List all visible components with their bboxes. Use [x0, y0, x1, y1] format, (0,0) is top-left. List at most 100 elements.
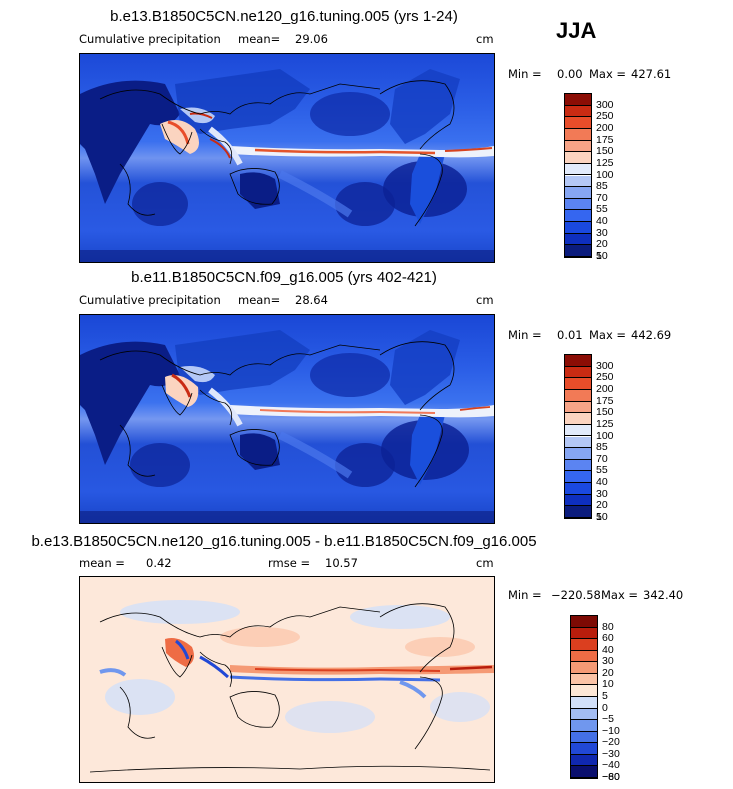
- panel-3-units: cm: [476, 556, 494, 570]
- colorbar-tick-label: 30: [596, 226, 608, 239]
- colorbar-swatch: [565, 424, 591, 437]
- colorbar-swatch: [571, 616, 597, 628]
- season-label: JJA: [556, 18, 597, 43]
- colorbar-tick-label: −60: [602, 771, 620, 783]
- colorbar-swatch: [571, 685, 597, 697]
- colorbar-tick-label: 125: [596, 156, 614, 169]
- colorbar-swatch: [565, 163, 591, 176]
- colorbar-swatch: [565, 128, 591, 141]
- colorbar-tick-label: 20: [596, 499, 608, 512]
- panel-3-mean-value: 0.42: [146, 556, 172, 570]
- panel-3-max-value: 342.40: [643, 588, 684, 602]
- panel-3-max-label: Max =: [601, 588, 639, 602]
- panel-3-map-svg: [80, 577, 494, 782]
- colorbar-tick-label: 80: [602, 620, 614, 633]
- colorbar-swatch: [565, 471, 591, 484]
- colorbar-tick-label: 100: [596, 168, 614, 181]
- panel-2-units: cm: [476, 293, 494, 307]
- colorbar-swatch: [565, 483, 591, 495]
- colorbar-tick-label: 125: [596, 417, 614, 430]
- colorbar-swatch: [571, 720, 597, 732]
- panel-2-max-value: 442.69: [631, 328, 672, 342]
- panel-3-colorbar: [570, 615, 598, 779]
- panel-3-title: b.e13.B1850C5CN.ne120_g16.tuning.005 - b…: [31, 533, 537, 550]
- panel-3-min-label: Min =: [508, 588, 542, 602]
- panel-1-mean-label: mean=: [238, 32, 281, 46]
- colorbar-tick-label: 175: [596, 133, 614, 146]
- colorbar-swatch: [565, 140, 591, 153]
- colorbar-swatch: [565, 175, 591, 188]
- colorbar-swatch: [565, 245, 591, 257]
- panel-3-min-value: −220.58: [551, 588, 601, 602]
- colorbar-swatch: [571, 766, 597, 778]
- colorbar-tick-label: 10: [596, 511, 608, 523]
- panel-1-colorbar-labels: 300 250 200 175 150 125 100 85 70 55 40 30 20 10 5: [596, 93, 636, 262]
- colorbar-swatch: [565, 413, 591, 425]
- colorbar-swatch: [565, 187, 591, 199]
- colorbar-tick-label: 10: [596, 250, 608, 262]
- colorbar-tick-label: 0: [602, 701, 608, 714]
- colorbar-tick-label: −30: [602, 747, 620, 760]
- panel-1-max-label: Max =: [589, 67, 627, 81]
- colorbar-tick-label: 55: [596, 203, 608, 216]
- colorbar-swatch: [565, 222, 591, 234]
- panel-2-mean-label: mean=: [238, 293, 281, 307]
- colorbar-tick-label: 40: [602, 643, 614, 656]
- colorbar-swatch: [565, 436, 591, 449]
- colorbar-swatch: [571, 743, 597, 755]
- panel-2-precip-map: [79, 314, 495, 524]
- colorbar-tick-label: 10: [602, 678, 614, 691]
- colorbar-tick-label: −40: [602, 759, 620, 772]
- panel-3-difference-map: [79, 576, 495, 783]
- colorbar-tick-label: 300: [596, 359, 614, 372]
- colorbar-swatch: [565, 389, 591, 402]
- panel-3-mean-label: mean =: [79, 556, 125, 570]
- colorbar-swatch: [565, 198, 591, 211]
- colorbar-tick-label: 40: [596, 476, 608, 489]
- colorbar-swatch: [565, 152, 591, 164]
- colorbar-swatch: [571, 627, 597, 640]
- colorbar-tick-label: 60: [602, 632, 614, 645]
- colorbar-tick-label: 5: [596, 250, 602, 262]
- panel-1-min-label: Min =: [508, 67, 542, 81]
- panel-1-units: cm: [476, 32, 494, 46]
- colorbar-tick-label: 200: [596, 382, 614, 395]
- panel-2-colorbar-labels: 300 250 200 175 150 125 100 85 70 55 40 30 20 10 5: [596, 354, 636, 523]
- colorbar-swatch: [565, 105, 591, 118]
- colorbar-swatch: [565, 378, 591, 390]
- panel-1-max-value: 427.61: [631, 67, 672, 81]
- panel-1-precip-map: [79, 53, 495, 263]
- colorbar-tick-label: 30: [596, 487, 608, 500]
- colorbar-tick-label: −20: [602, 736, 620, 749]
- panel-2-title: b.e11.B1850C5CN.f09_g16.005 (yrs 402-421…: [131, 269, 437, 286]
- panel-2-mean-value: 28.64: [295, 293, 328, 307]
- colorbar-swatch: [571, 731, 597, 744]
- panel-1-map-svg: [80, 54, 494, 262]
- colorbar-tick-label: 20: [602, 666, 614, 679]
- panel-1-min-value: 0.00: [557, 67, 583, 81]
- panel-1-mean-value: 29.06: [295, 32, 328, 46]
- colorbar-tick-label: 150: [596, 406, 614, 419]
- colorbar-swatch: [565, 210, 591, 223]
- panel-3-rmse-label: rmse =: [268, 556, 311, 570]
- colorbar-tick-label: 85: [596, 441, 608, 454]
- colorbar-swatch: [565, 355, 591, 367]
- colorbar-tick-label: 100: [596, 429, 614, 442]
- colorbar-swatch: [565, 494, 591, 507]
- colorbar-swatch: [571, 639, 597, 651]
- colorbar-tick-label: 30: [602, 655, 614, 668]
- colorbar-tick-label: 200: [596, 121, 614, 134]
- colorbar-swatch: [565, 401, 591, 414]
- panel-2-variable: Cumulative precipitation: [79, 293, 221, 307]
- colorbar-swatch: [565, 366, 591, 379]
- colorbar-tick-label: 40: [596, 215, 608, 228]
- colorbar-swatch: [565, 448, 591, 460]
- panel-2-map-svg: [80, 315, 494, 523]
- panel-2-max-label: Max =: [589, 328, 627, 342]
- colorbar-tick-label: 20: [596, 238, 608, 251]
- colorbar-swatch: [565, 117, 591, 129]
- colorbar-swatch: [571, 697, 597, 709]
- colorbar-tick-label: 175: [596, 394, 614, 407]
- panel-3-colorbar-labels: 80 60 40 30 20 10 5 0 −5 −10 −20 −30 −40 −60 −80: [602, 615, 642, 783]
- colorbar-tick-label: 70: [596, 191, 608, 204]
